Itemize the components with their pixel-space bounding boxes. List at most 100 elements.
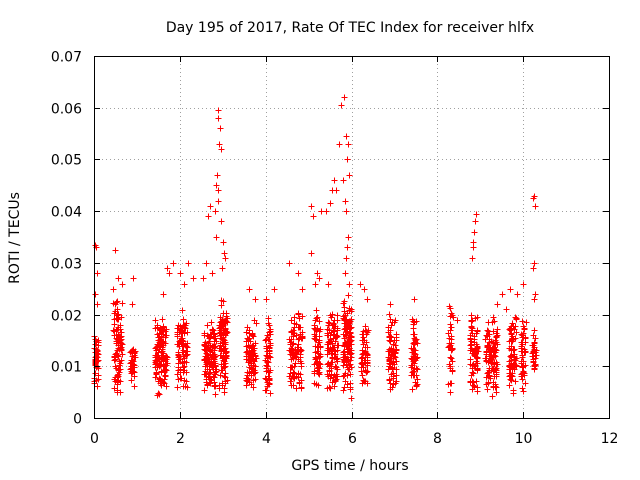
data-point: [519, 363, 526, 370]
data-point: [177, 366, 184, 373]
data-point: [343, 133, 350, 140]
data-point: [333, 187, 340, 194]
data-point: [267, 390, 274, 397]
data-point: [341, 320, 348, 327]
data-point: [474, 388, 481, 395]
data-point: [298, 347, 305, 354]
data-point: [449, 358, 456, 365]
data-point: [223, 348, 230, 355]
data-point: [327, 312, 334, 319]
y-tick-labels: 0 0.01 0.02 0.03 0.04 0.05 0.06 0.07: [51, 50, 82, 428]
data-point: [217, 342, 224, 349]
data-point: [511, 353, 518, 360]
data-point: [221, 250, 228, 257]
data-point: [158, 333, 165, 340]
data-point: [494, 326, 501, 333]
data-point: [531, 339, 538, 346]
data-point: [92, 370, 99, 377]
data-point: [213, 234, 220, 241]
data-point: [153, 344, 160, 351]
data-point: [341, 308, 348, 315]
data-point: [348, 316, 355, 323]
data-point: [183, 359, 190, 366]
data-point: [184, 329, 191, 336]
data-point: [410, 321, 417, 328]
data-point: [180, 316, 187, 323]
data-point: [474, 327, 481, 334]
data-point: [316, 275, 323, 282]
data-point: [469, 365, 476, 372]
data-point: [447, 380, 454, 387]
data-point: [342, 326, 349, 333]
data-point: [295, 270, 302, 277]
data-point: [345, 319, 352, 326]
data-point: [327, 336, 334, 343]
data-point: [359, 347, 366, 354]
data-point: [111, 332, 118, 339]
data-point: [179, 340, 186, 347]
data-point: [447, 389, 454, 396]
data-point: [252, 355, 259, 362]
data-point: [327, 385, 334, 392]
data-point: [338, 102, 345, 109]
data-point: [265, 359, 272, 366]
data-point: [470, 370, 477, 377]
data-point: [489, 393, 496, 400]
data-point: [471, 352, 478, 359]
data-point: [185, 260, 192, 267]
data-point: [340, 177, 347, 184]
data-point: [111, 321, 118, 328]
y-tick-label: 0.05: [51, 153, 82, 169]
data-point: [326, 367, 333, 374]
data-point: [210, 327, 217, 334]
data-point: [200, 275, 207, 282]
data-point: [114, 306, 121, 313]
data-point: [95, 342, 102, 349]
data-point: [94, 301, 101, 308]
data-point: [290, 369, 297, 376]
data-point: [170, 260, 177, 267]
data-point: [249, 332, 256, 339]
data-point: [342, 270, 349, 277]
data-point: [215, 198, 222, 205]
data-point: [220, 363, 227, 370]
data-point: [266, 322, 273, 329]
data-point: [533, 352, 540, 359]
data-point: [522, 349, 529, 356]
data-point: [330, 321, 337, 328]
data-point: [132, 348, 139, 355]
data-point: [364, 296, 371, 303]
data-point: [342, 354, 349, 361]
data-point: [484, 327, 491, 334]
data-point: [265, 367, 272, 374]
data-point: [493, 373, 500, 380]
data-point: [94, 347, 101, 354]
data-point: [155, 378, 162, 385]
data-point: [348, 395, 355, 402]
data-point: [519, 370, 526, 377]
data-point: [251, 317, 258, 324]
data-point: [358, 355, 365, 362]
data-point: [470, 244, 477, 251]
data-point: [212, 208, 219, 215]
data-point: [410, 368, 417, 375]
data-point: [179, 307, 186, 314]
data-point: [331, 383, 338, 390]
data-point: [248, 369, 255, 376]
data-point: [159, 352, 166, 359]
data-point: [130, 275, 137, 282]
data-point: [388, 348, 395, 355]
data-point: [360, 331, 367, 338]
data-point: [215, 187, 222, 194]
data-point: [206, 338, 213, 345]
data-point: [207, 352, 214, 359]
data-point: [326, 347, 333, 354]
data-point: [503, 306, 510, 313]
data-point: [448, 355, 455, 362]
data-point: [160, 291, 167, 298]
data-point: [530, 265, 537, 272]
data-point: [387, 355, 394, 362]
data-point: [152, 345, 159, 352]
data-point: [324, 361, 331, 368]
data-point: [385, 329, 392, 336]
